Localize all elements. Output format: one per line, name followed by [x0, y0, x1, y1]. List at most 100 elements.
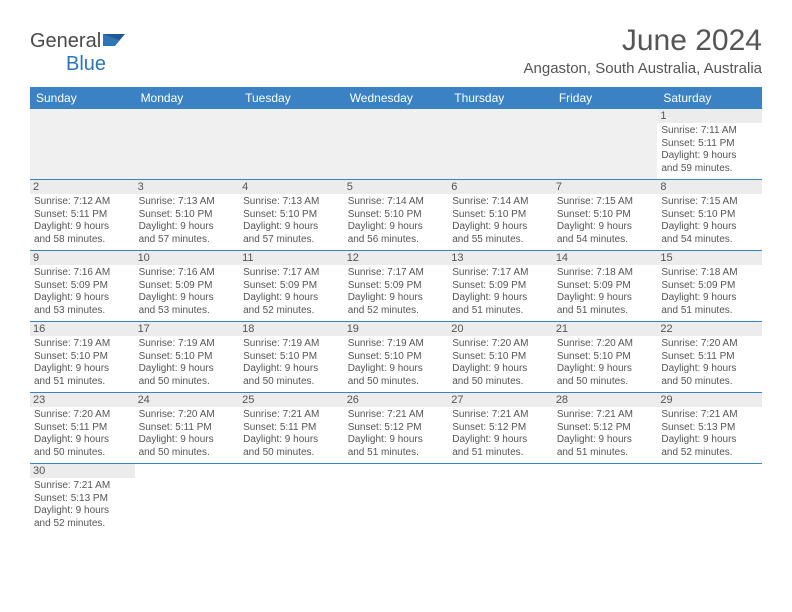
day-cell: 19 Sunrise: 7:19 AMSunset: 5:10 PMDayligh…	[344, 322, 449, 393]
location: Angaston, South Australia, Australia	[524, 60, 762, 77]
day-info-line: and 50 minutes.	[139, 447, 236, 460]
day-info: Sunrise: 7:20 AMSunset: 5:11 PMDaylight:…	[661, 338, 758, 388]
day-info-line: Sunrise: 7:21 AM	[557, 409, 654, 422]
day-info-line: and 50 minutes.	[243, 376, 340, 389]
day-info: Sunrise: 7:21 AMSunset: 5:12 PMDaylight:…	[348, 409, 445, 459]
day-info: Sunrise: 7:20 AMSunset: 5:11 PMDaylight:…	[139, 409, 236, 459]
day-number: 19	[344, 322, 449, 336]
day-number: 14	[553, 251, 658, 265]
day-header: Wednesday	[344, 87, 449, 109]
day-cell	[135, 109, 240, 180]
calendar-table: Sunday Monday Tuesday Wednesday Thursday…	[30, 87, 762, 534]
day-info-line: and 51 minutes.	[34, 376, 131, 389]
day-number: 24	[135, 393, 240, 407]
day-info-line: Sunset: 5:13 PM	[661, 422, 758, 435]
day-cell	[239, 464, 344, 535]
day-info-line: Sunrise: 7:20 AM	[557, 338, 654, 351]
day-info-line: Sunrise: 7:17 AM	[452, 267, 549, 280]
day-info-line: Sunset: 5:09 PM	[661, 280, 758, 293]
day-info-line: Sunset: 5:10 PM	[557, 351, 654, 364]
day-cell: 30 Sunrise: 7:21 AMSunset: 5:13 PMDayligh…	[30, 464, 135, 535]
day-info: Sunrise: 7:19 AMSunset: 5:10 PMDaylight:…	[139, 338, 236, 388]
day-info-line: and 57 minutes.	[139, 234, 236, 247]
month-title: June 2024	[524, 24, 762, 58]
day-info-line: Sunset: 5:09 PM	[34, 280, 131, 293]
day-info-line: Daylight: 9 hours	[452, 434, 549, 447]
day-info-line: Daylight: 9 hours	[139, 221, 236, 234]
day-info-line: Sunset: 5:10 PM	[34, 351, 131, 364]
day-info-line: Daylight: 9 hours	[139, 363, 236, 376]
header: GeneralBlue June 2024 Angaston, South Au…	[30, 24, 762, 77]
day-cell: 11Sunrise: 7:17 AMSunset: 5:09 PMDayligh…	[239, 251, 344, 322]
day-info-line: Sunrise: 7:15 AM	[557, 196, 654, 209]
day-number: 12	[344, 251, 449, 265]
day-info-line: Sunrise: 7:21 AM	[661, 409, 758, 422]
day-info-line: and 52 minutes.	[243, 305, 340, 318]
day-info-line: and 59 minutes.	[661, 163, 758, 176]
day-number: 20	[448, 322, 553, 336]
day-number: 25	[239, 393, 344, 407]
day-info: Sunrise: 7:21 AMSunset: 5:13 PMDaylight:…	[661, 409, 758, 459]
day-cell: 24 Sunrise: 7:20 AMSunset: 5:11 PMDayligh…	[135, 393, 240, 464]
day-cell: 4Sunrise: 7:13 AMSunset: 5:10 PMDaylight…	[239, 180, 344, 251]
day-info-line: Sunrise: 7:21 AM	[243, 409, 340, 422]
logo-word-2: Blue	[30, 53, 106, 75]
day-info-line: Daylight: 9 hours	[243, 292, 340, 305]
day-info-line: Daylight: 9 hours	[661, 292, 758, 305]
day-info-line: Sunset: 5:12 PM	[348, 422, 445, 435]
day-info-line: Sunset: 5:09 PM	[452, 280, 549, 293]
day-info-line: Sunset: 5:10 PM	[557, 209, 654, 222]
day-info-line: Sunrise: 7:20 AM	[139, 409, 236, 422]
day-cell: 10Sunrise: 7:16 AMSunset: 5:09 PMDayligh…	[135, 251, 240, 322]
day-info: Sunrise: 7:20 AMSunset: 5:10 PMDaylight:…	[452, 338, 549, 388]
day-cell: 6Sunrise: 7:14 AMSunset: 5:10 PMDaylight…	[448, 180, 553, 251]
day-number: 30	[30, 464, 135, 478]
day-info-line: Sunset: 5:10 PM	[348, 209, 445, 222]
day-cell	[135, 464, 240, 535]
day-info-line: Sunset: 5:10 PM	[348, 351, 445, 364]
day-cell: 23Sunrise: 7:20 AMSunset: 5:11 PMDayligh…	[30, 393, 135, 464]
day-cell: 25 Sunrise: 7:21 AMSunset: 5:11 PMDayligh…	[239, 393, 344, 464]
day-number: 18	[239, 322, 344, 336]
day-info: Sunrise: 7:19 AMSunset: 5:10 PMDaylight:…	[348, 338, 445, 388]
day-info-line: Sunset: 5:10 PM	[243, 209, 340, 222]
day-cell: 9Sunrise: 7:16 AMSunset: 5:09 PMDaylight…	[30, 251, 135, 322]
day-cell: 8Sunrise: 7:15 AMSunset: 5:10 PMDaylight…	[657, 180, 762, 251]
day-info-line: Daylight: 9 hours	[348, 292, 445, 305]
day-info-line: Daylight: 9 hours	[34, 292, 131, 305]
day-info: Sunrise: 7:21 AMSunset: 5:11 PMDaylight:…	[243, 409, 340, 459]
day-info-line: and 52 minutes.	[34, 518, 131, 531]
day-info: Sunrise: 7:21 AMSunset: 5:13 PMDaylight:…	[34, 480, 131, 530]
day-number: 7	[553, 180, 658, 194]
day-cell: 28Sunrise: 7:21 AMSunset: 5:12 PMDayligh…	[553, 393, 658, 464]
day-info-line: Sunset: 5:10 PM	[139, 209, 236, 222]
day-info-line: and 52 minutes.	[348, 305, 445, 318]
day-cell: 21Sunrise: 7:20 AMSunset: 5:10 PMDayligh…	[553, 322, 658, 393]
day-header: Tuesday	[239, 87, 344, 109]
day-number: 11	[239, 251, 344, 265]
flag-icon	[103, 30, 129, 50]
day-cell: 3Sunrise: 7:13 AMSunset: 5:10 PMDaylight…	[135, 180, 240, 251]
day-info-line: Daylight: 9 hours	[452, 292, 549, 305]
day-info-line: Sunrise: 7:15 AM	[661, 196, 758, 209]
day-info-line: and 57 minutes.	[243, 234, 340, 247]
day-info: Sunrise: 7:18 AMSunset: 5:09 PMDaylight:…	[557, 267, 654, 317]
day-cell	[553, 109, 658, 180]
day-info-line: and 50 minutes.	[243, 447, 340, 460]
day-info-line: Sunrise: 7:19 AM	[348, 338, 445, 351]
day-number: 10	[135, 251, 240, 265]
day-number: 29	[657, 393, 762, 407]
day-info-line: Sunrise: 7:20 AM	[661, 338, 758, 351]
day-number: 28	[553, 393, 658, 407]
day-info: Sunrise: 7:12 AMSunset: 5:11 PMDaylight:…	[34, 196, 131, 246]
day-info-line: Daylight: 9 hours	[557, 434, 654, 447]
day-cell	[344, 109, 449, 180]
day-info: Sunrise: 7:11 AMSunset: 5:11 PMDaylight:…	[661, 125, 758, 175]
day-info-line: Sunset: 5:10 PM	[452, 351, 549, 364]
day-info-line: Sunset: 5:13 PM	[34, 493, 131, 506]
day-info-line: Sunrise: 7:21 AM	[452, 409, 549, 422]
day-info-line: Sunset: 5:10 PM	[139, 351, 236, 364]
day-cell: 1Sunrise: 7:11 AMSunset: 5:11 PMDaylight…	[657, 109, 762, 180]
day-info-line: Sunset: 5:09 PM	[557, 280, 654, 293]
day-info-line: and 55 minutes.	[452, 234, 549, 247]
